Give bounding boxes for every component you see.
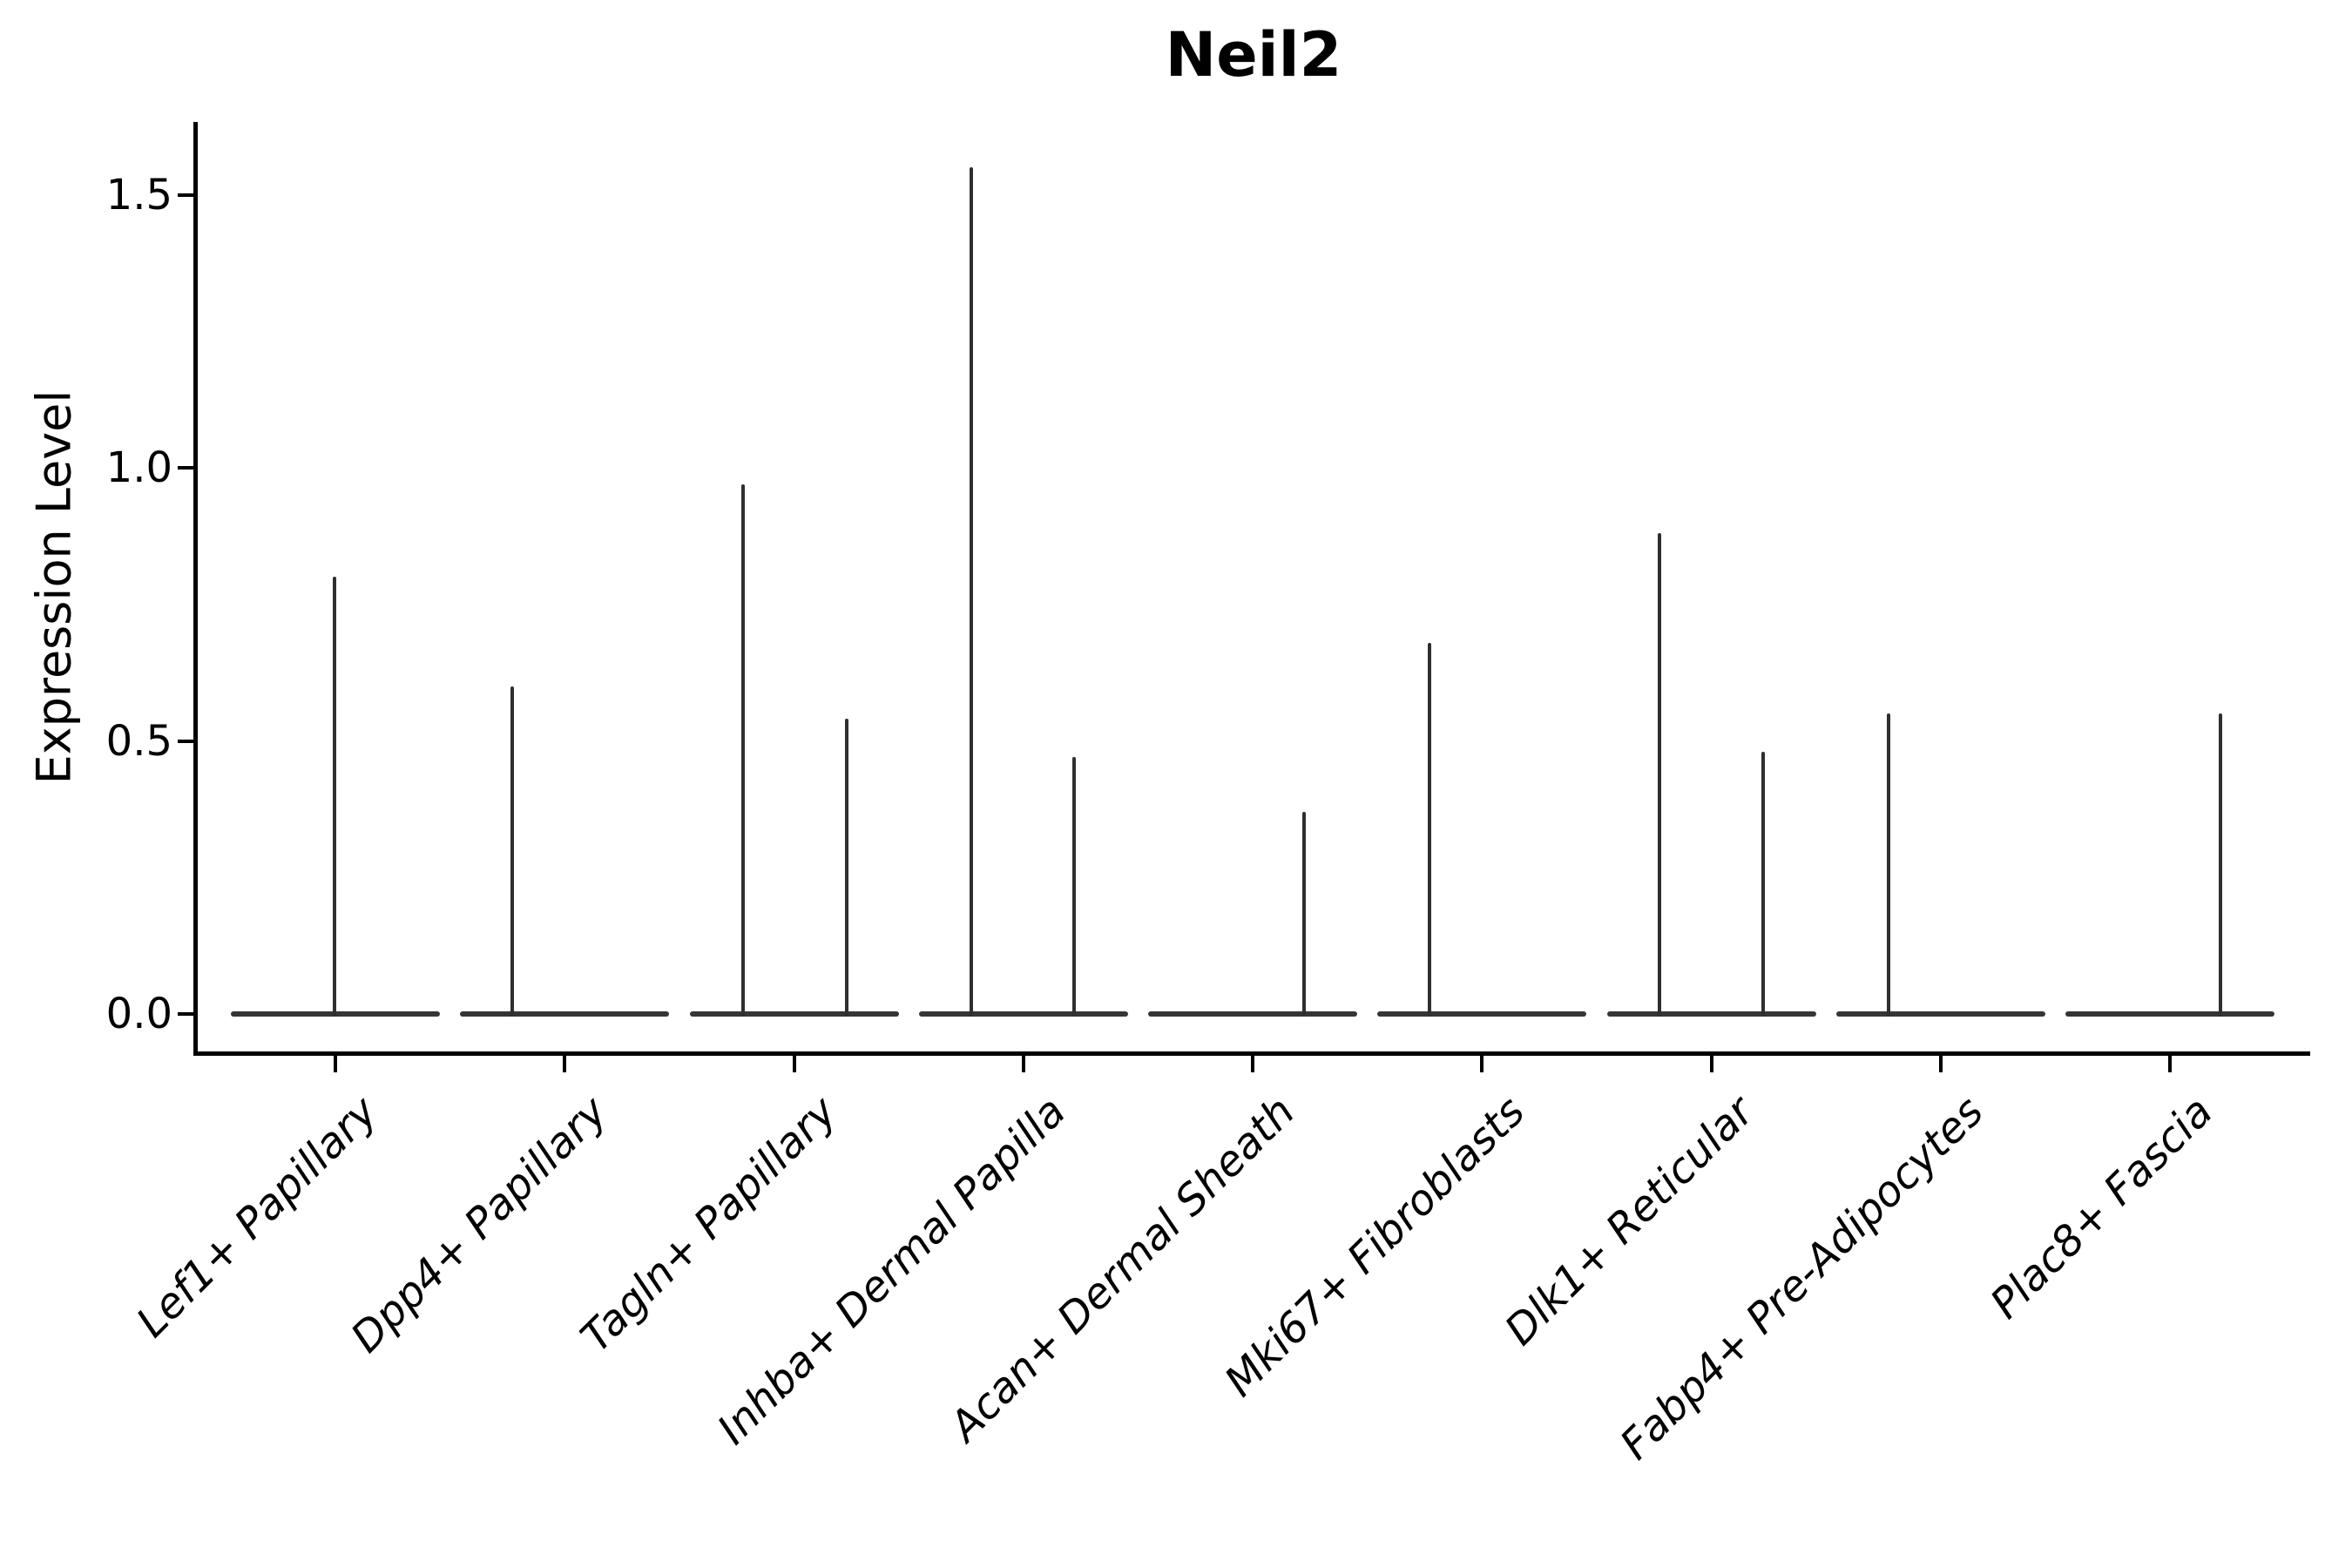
violin-density-spike (1428, 642, 1432, 1017)
x-tick-mark (2168, 1053, 2172, 1072)
x-tick-mark (792, 1053, 796, 1072)
violin-density-spike (333, 577, 336, 1017)
y-tick-label: 0.0 (105, 990, 172, 1038)
violin-density-spike (2219, 713, 2222, 1017)
y-tick-mark (178, 466, 197, 470)
x-tick-mark (1709, 1053, 1713, 1072)
violin-density-spike (1886, 713, 1890, 1017)
chart-title: Neil2 (1165, 19, 1342, 91)
y-axis-spine (193, 122, 198, 1055)
x-tick-label: Plac8+ Fascia (1980, 1087, 2222, 1328)
x-tick-mark (1938, 1053, 1943, 1072)
violin-density-spike (1071, 757, 1076, 1017)
x-tick-mark (334, 1053, 337, 1072)
violin-body (2065, 1011, 2274, 1017)
violin-body (1606, 1011, 1816, 1017)
y-tick-mark (178, 1012, 197, 1016)
x-tick-label: Lef1+ Papillary (127, 1087, 388, 1348)
violin-body (1835, 1011, 2045, 1017)
violin-density-spike (844, 719, 848, 1017)
violin-body (1377, 1011, 1587, 1017)
y-tick-label: 0.5 (105, 716, 172, 766)
x-tick-mark (1021, 1053, 1025, 1072)
violin-body (918, 1011, 1128, 1017)
violin-density-spike (1302, 812, 1306, 1017)
x-tick-mark (1251, 1053, 1254, 1072)
violin-density-spike (1761, 752, 1765, 1017)
x-tick-label: Dpp4+ Papillary (341, 1087, 617, 1362)
violin-density-spike (510, 686, 515, 1017)
violin-density-spike (740, 483, 745, 1017)
x-tick-label: Fabp4+ Pre-Adipocytes (1610, 1087, 1993, 1470)
x-tick-label: Dlk1+ Reticular (1495, 1087, 1764, 1355)
violin-density-spike (1657, 533, 1661, 1017)
violin-body (689, 1011, 899, 1017)
x-tick-label: Tagln+ Papillary (571, 1087, 847, 1362)
y-tick-label: 1.0 (105, 443, 172, 492)
x-tick-mark (1480, 1053, 1484, 1072)
violin-body (1148, 1011, 1357, 1017)
x-tick-mark (563, 1053, 567, 1072)
y-tick-label: 1.5 (105, 170, 172, 220)
violin-density-spike (969, 167, 973, 1017)
violin-body (460, 1011, 670, 1017)
y-tick-mark (178, 739, 197, 743)
y-tick-mark (178, 193, 197, 197)
